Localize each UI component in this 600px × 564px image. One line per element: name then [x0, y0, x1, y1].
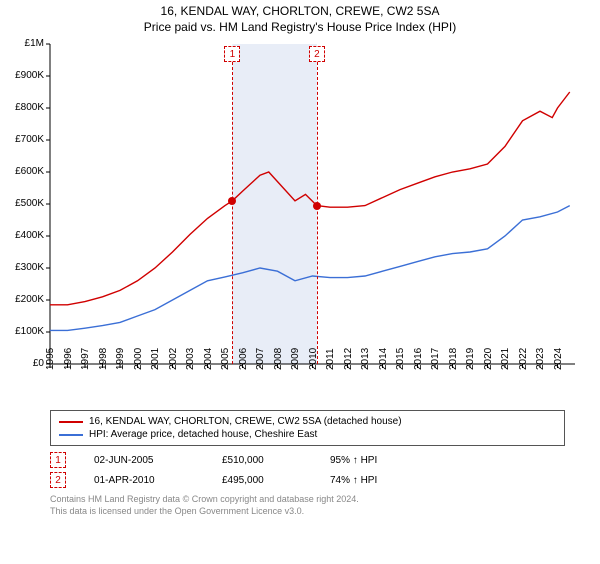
transaction-number-box: 1	[50, 452, 66, 468]
x-tick-label: 2002	[168, 348, 179, 370]
y-tick-label: £300K	[4, 262, 44, 273]
transaction-number-box: 2	[50, 472, 66, 488]
legend-item: 16, KENDAL WAY, CHORLTON, CREWE, CW2 5SA…	[59, 415, 556, 428]
y-tick-label: £100K	[4, 326, 44, 337]
y-tick-label: £1M	[4, 38, 44, 49]
x-tick-label: 1995	[45, 348, 56, 370]
y-tick-label: £500K	[4, 198, 44, 209]
x-tick-label: 2023	[535, 348, 546, 370]
x-tick-label: 2009	[290, 348, 301, 370]
callout-line	[317, 62, 318, 364]
x-tick-label: 1996	[63, 348, 74, 370]
transaction-hpi-pct: 95% ↑ HPI	[330, 455, 377, 466]
x-tick-label: 2020	[483, 348, 494, 370]
transaction-date: 01-APR-2010	[94, 475, 194, 486]
x-tick-label: 2011	[325, 348, 336, 370]
x-tick-label: 1998	[98, 348, 109, 370]
x-tick-label: 2003	[185, 348, 196, 370]
transaction-price: £495,000	[222, 475, 302, 486]
y-tick-label: £0	[4, 358, 44, 369]
x-tick-label: 2015	[395, 348, 406, 370]
legend: 16, KENDAL WAY, CHORLTON, CREWE, CW2 5SA…	[50, 410, 565, 446]
callout-line	[232, 62, 233, 364]
footer-line-1: Contains HM Land Registry data © Crown c…	[50, 494, 600, 506]
title-line-1: 16, KENDAL WAY, CHORLTON, CREWE, CW2 5SA	[0, 4, 600, 18]
legend-swatch	[59, 434, 83, 436]
transactions-table: 1 02-JUN-2005 £510,000 95% ↑ HPI 2 01-APR-201…	[50, 450, 600, 490]
transaction-row: 1 02-JUN-2005 £510,000 95% ↑ HPI	[50, 450, 600, 470]
price-chart: £0 £100K £200K £300K £400K £500K £600K £700K £80…	[0, 34, 600, 404]
y-tick-label: £900K	[4, 70, 44, 81]
callout-number-box: 2	[309, 46, 325, 62]
x-tick-label: 1997	[80, 348, 91, 370]
transaction-price: £510,000	[222, 455, 302, 466]
x-tick-label: 2019	[465, 348, 476, 370]
x-tick-label: 2016	[413, 348, 424, 370]
x-tick-label: 2008	[273, 348, 284, 370]
x-tick-label: 2007	[255, 348, 266, 370]
legend-label: 16, KENDAL WAY, CHORLTON, CREWE, CW2 5SA…	[89, 416, 402, 427]
y-tick-label: £200K	[4, 294, 44, 305]
y-tick-label: £400K	[4, 230, 44, 241]
x-tick-label: 2013	[360, 348, 371, 370]
y-tick-label: £800K	[4, 102, 44, 113]
y-tick-label: £600K	[4, 166, 44, 177]
x-tick-label: 2005	[220, 348, 231, 370]
x-tick-label: 2001	[150, 348, 161, 370]
x-tick-label: 2014	[378, 348, 389, 370]
x-tick-label: 2024	[553, 348, 564, 370]
x-tick-label: 1999	[115, 348, 126, 370]
x-tick-label: 2012	[343, 348, 354, 370]
x-tick-label: 2021	[500, 348, 511, 370]
attribution-footer: Contains HM Land Registry data © Crown c…	[50, 494, 600, 517]
transaction-row: 2 01-APR-2010 £495,000 74% ↑ HPI	[50, 470, 600, 490]
y-tick-label: £700K	[4, 134, 44, 145]
callout-number-box: 1	[224, 46, 240, 62]
title-line-2: Price paid vs. HM Land Registry's House …	[0, 20, 600, 34]
legend-item: HPI: Average price, detached house, Ches…	[59, 428, 556, 441]
x-tick-label: 2017	[430, 348, 441, 370]
x-tick-label: 2006	[238, 348, 249, 370]
x-tick-label: 2004	[203, 348, 214, 370]
price-marker	[228, 197, 236, 205]
transaction-hpi-pct: 74% ↑ HPI	[330, 475, 377, 486]
transaction-date: 02-JUN-2005	[94, 455, 194, 466]
x-tick-label: 2022	[518, 348, 529, 370]
price-marker	[313, 202, 321, 210]
legend-swatch	[59, 421, 83, 423]
x-tick-label: 2018	[448, 348, 459, 370]
legend-label: HPI: Average price, detached house, Ches…	[89, 429, 317, 440]
x-tick-label: 2000	[133, 348, 144, 370]
footer-line-2: This data is licensed under the Open Gov…	[50, 506, 600, 518]
